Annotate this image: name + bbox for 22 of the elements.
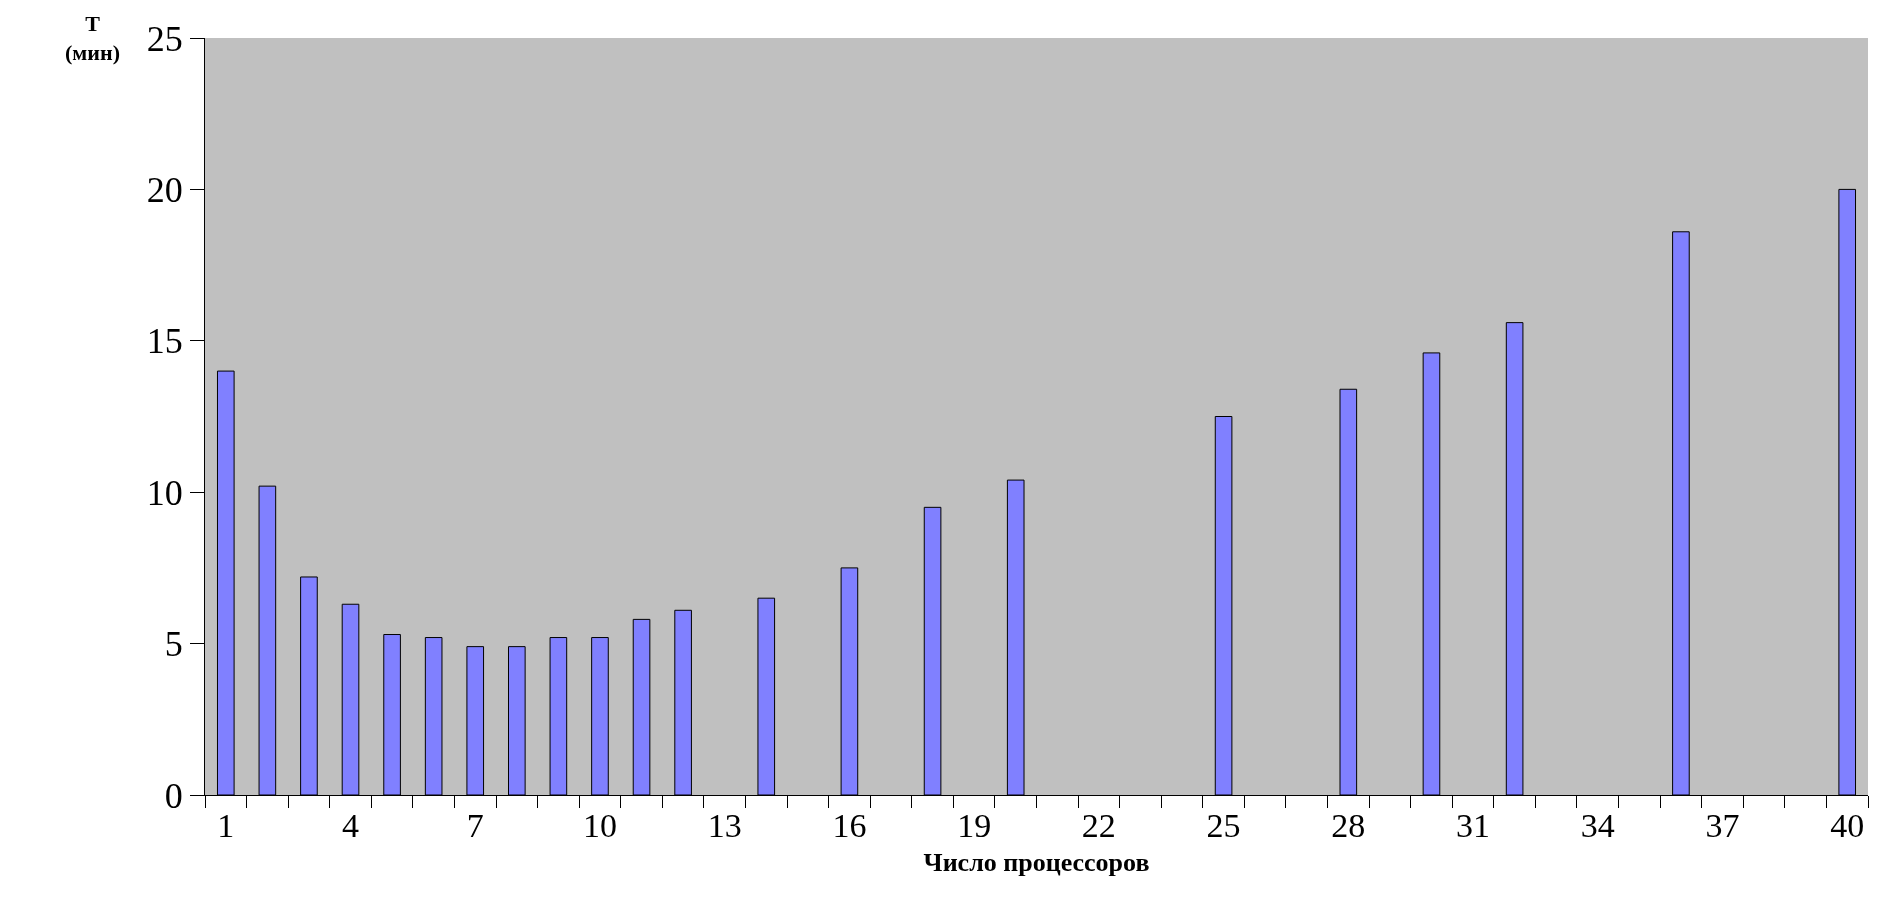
x-tick-label: 10 — [582, 806, 617, 844]
x-tick-label: 22 — [1081, 806, 1116, 844]
y-tick-label: 15 — [146, 321, 183, 362]
x-tick-label: 34 — [1580, 806, 1615, 844]
x-tick-label: 1 — [217, 806, 235, 844]
x-tick-label: 19 — [957, 806, 992, 844]
x-tick-label: 31 — [1456, 806, 1491, 844]
y-axis-title: Т (мин) — [65, 11, 120, 65]
x-axis-title: Число процессоров — [923, 848, 1150, 878]
y-tick-label: 5 — [164, 624, 183, 665]
x-tick-label: 7 — [466, 806, 484, 844]
x-tick-label: 40 — [1830, 806, 1865, 844]
x-tick-label: 25 — [1206, 806, 1241, 844]
x-tick-label: 13 — [707, 806, 742, 844]
x-tick-label: 4 — [342, 806, 360, 844]
x-tick-label: 37 — [1705, 806, 1740, 844]
x-tick-label: 28 — [1331, 806, 1366, 844]
x-tick-label: 16 — [832, 806, 867, 844]
y-tick-label: 0 — [164, 775, 183, 816]
y-tick-label: 10 — [146, 472, 183, 513]
y-tick-label: 25 — [146, 18, 183, 59]
y-tick-label: 20 — [146, 170, 183, 210]
